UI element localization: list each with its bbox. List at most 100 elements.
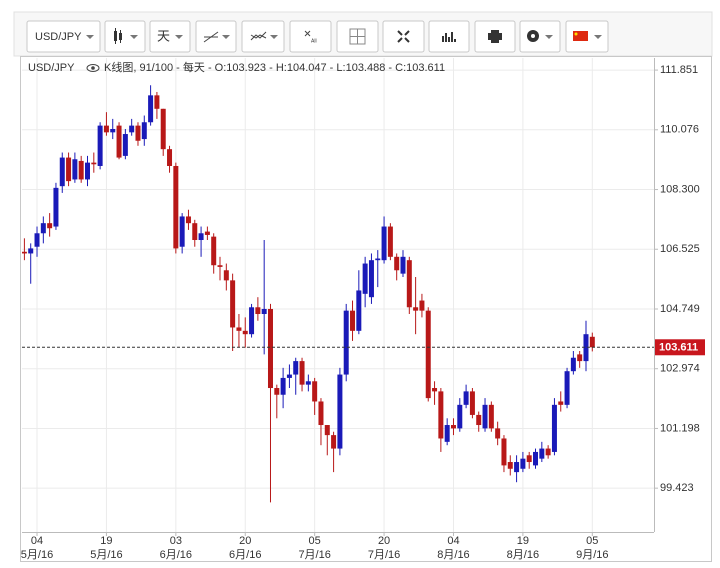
candle-body <box>91 162 97 165</box>
candle-body <box>368 260 374 298</box>
grid <box>22 58 654 532</box>
candle-body <box>495 428 501 439</box>
x-tick-month: 6月/16 <box>229 549 261 561</box>
chart-title: USD/JPY <box>28 62 75 74</box>
settings-button[interactable] <box>519 20 561 53</box>
symbol-label: USD/JPY <box>35 31 82 43</box>
candle-body <box>34 233 40 247</box>
candle-body <box>318 401 324 426</box>
candle-body <box>148 95 154 123</box>
x-tick-month: 5月/16 <box>90 549 122 561</box>
candle-body <box>249 307 255 335</box>
y-tick-label: 108.300 <box>660 183 700 195</box>
candle-body <box>274 388 280 395</box>
candle-body <box>217 265 223 267</box>
candle-body <box>154 95 160 109</box>
y-tick-label: 110.076 <box>660 124 699 136</box>
last-price-box <box>655 339 705 356</box>
x-tick-month: 6月/16 <box>160 549 192 561</box>
candle-body <box>457 404 463 429</box>
candle-body <box>583 334 589 362</box>
x-tick-label: 05 <box>309 535 321 547</box>
candle-body <box>551 404 557 452</box>
x-tick-month: 8月/16 <box>437 549 469 561</box>
candle-body <box>444 425 450 442</box>
y-tick-label: 106.525 <box>660 243 700 255</box>
symbol-button[interactable]: USD/JPY <box>26 20 101 53</box>
candle-body <box>204 231 210 235</box>
x-tick-label: 04 <box>31 535 43 547</box>
candle-body <box>122 134 128 156</box>
candle-body <box>129 125 135 133</box>
candle-body <box>514 462 520 473</box>
candle-body <box>432 388 438 392</box>
x-tick-label: 05 <box>586 535 598 547</box>
candle-body <box>469 391 475 415</box>
candle-body <box>375 258 381 261</box>
candle-body <box>312 381 318 402</box>
indicator-button[interactable] <box>241 20 285 53</box>
candle-body <box>488 404 494 429</box>
candle-body <box>343 310 349 375</box>
candle-body <box>558 401 564 405</box>
y-tick-label: 104.749 <box>660 303 700 315</box>
x-tick-label: 19 <box>100 535 112 547</box>
candle-body <box>394 256 400 271</box>
candle-body <box>545 448 551 456</box>
candle-body <box>97 125 103 166</box>
fullscreen-button[interactable] <box>382 20 425 53</box>
candle-body <box>520 458 526 469</box>
candle-body <box>305 381 311 385</box>
candle-body <box>293 361 299 375</box>
ohlc-value: 103.488 <box>346 62 386 74</box>
candle-body <box>406 260 412 308</box>
candle-body <box>286 374 292 378</box>
ohlc-label: - L: <box>330 62 346 74</box>
crosshair-button[interactable] <box>336 20 379 53</box>
candle-body <box>356 290 362 331</box>
candle-body <box>255 307 261 315</box>
candle-body <box>40 223 46 234</box>
zoom-all-button[interactable]: All <box>289 20 332 53</box>
candle-body <box>387 226 393 257</box>
candle-body <box>47 223 53 229</box>
candle-body <box>173 165 179 249</box>
chart-type-button[interactable] <box>104 20 146 53</box>
x-tick-label: 20 <box>378 535 390 547</box>
print-button[interactable] <box>474 20 516 53</box>
candle-body <box>331 435 337 449</box>
candle-body <box>419 300 425 311</box>
ohlc-value: 104.047 <box>287 62 327 74</box>
candle-body <box>425 310 431 399</box>
candle-body <box>72 159 78 180</box>
y-tick-label: 102.974 <box>660 363 700 375</box>
eye-icon[interactable] <box>86 64 100 72</box>
candle-body <box>501 438 507 466</box>
interval-button[interactable]: 天 <box>149 20 191 53</box>
ohlc-value: 103.611 <box>406 62 445 74</box>
candle-body <box>539 448 545 459</box>
candle-body <box>236 327 242 331</box>
x-tick-label: 03 <box>170 535 182 547</box>
y-tick-label: 111.851 <box>660 64 698 76</box>
chart-kind: K线图, 91/100 - 每天 <box>104 60 205 74</box>
ohlc-value: 103.923 <box>226 62 266 74</box>
ohlc-label: - C: <box>388 62 406 74</box>
candle-body <box>223 270 229 281</box>
candle-body <box>400 256 406 274</box>
drawing-button[interactable] <box>195 20 237 53</box>
x-tick-month: 5月/16 <box>21 549 53 561</box>
language-button[interactable] <box>565 20 609 53</box>
candle-body <box>242 330 248 335</box>
candle-body <box>450 425 456 429</box>
volume-button[interactable] <box>428 20 470 53</box>
x-tick-month: 8月/16 <box>507 549 539 561</box>
candle-body <box>198 233 204 240</box>
candle-body <box>141 122 147 140</box>
candle-body <box>78 160 84 180</box>
candle-body <box>476 414 482 426</box>
candle-body <box>53 187 59 227</box>
y-tick-label: 101.198 <box>660 422 700 434</box>
